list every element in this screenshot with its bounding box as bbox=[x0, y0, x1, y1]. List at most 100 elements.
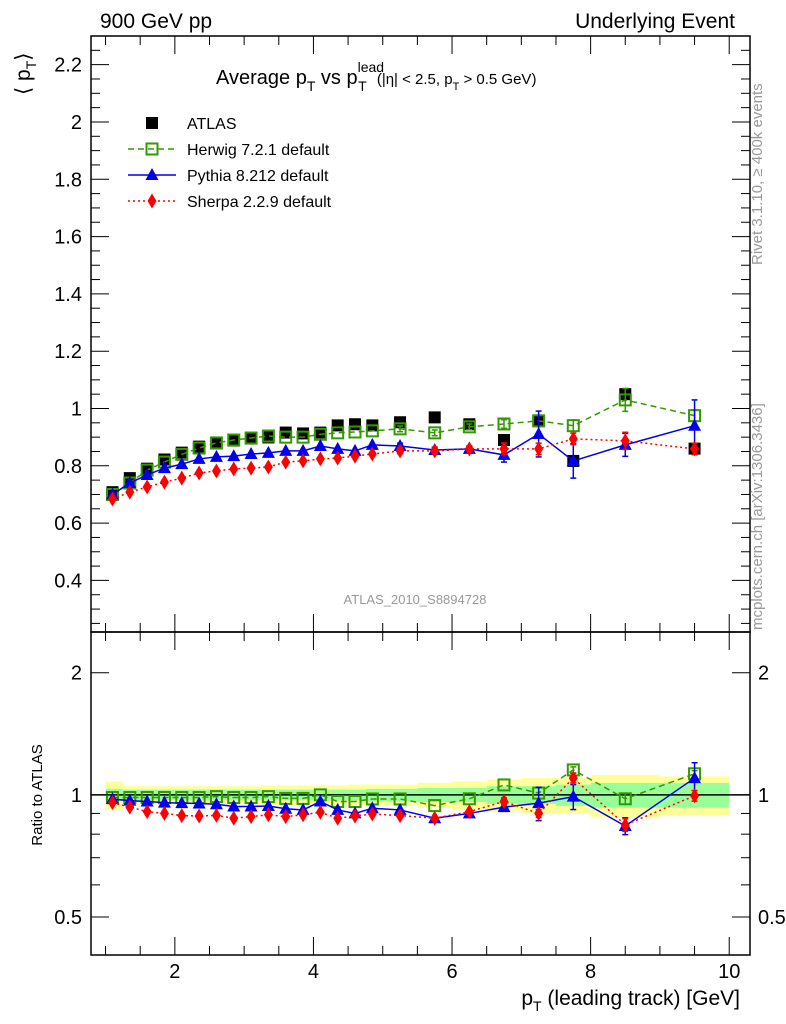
ratio-y-tick-label: 2 bbox=[71, 663, 82, 685]
y-tick-label: 2 bbox=[71, 112, 82, 134]
ratio-point-pythia bbox=[688, 771, 702, 784]
ratio-point-pythia bbox=[313, 794, 327, 807]
main-point-atlas bbox=[331, 419, 344, 432]
main-point-sherpa bbox=[159, 474, 169, 490]
axes: 0.4 0.6 0.8 1 1.2 1.4 1.6 1.8 2 2.2 0.5 0.5 1 1 2 2 2 4 6 8… bbox=[54, 35, 786, 983]
main-point-pythia bbox=[296, 443, 310, 456]
svg-text:⟨ pT⟩: ⟨ pT⟩ bbox=[12, 53, 39, 95]
svg-text:Ratio to ATLAS: Ratio to ATLAS bbox=[29, 744, 46, 845]
main-point-pythia bbox=[192, 451, 206, 464]
main-point-sherpa bbox=[367, 446, 377, 462]
main-point-herwig bbox=[462, 420, 476, 434]
main-point-pythia bbox=[209, 449, 223, 462]
legend-label: Sherpa 2.2.9 default bbox=[187, 194, 332, 211]
main-point-pythia bbox=[261, 445, 275, 458]
mcplots-label: mcplots.cern.ch [arXiv:1306.3436] bbox=[749, 403, 766, 630]
main-point-sherpa bbox=[298, 453, 308, 469]
main-point-sherpa bbox=[246, 460, 256, 476]
ratio-y-tick-label: 0.5 bbox=[54, 907, 82, 929]
main-point-pythia bbox=[365, 437, 379, 450]
main-point-sherpa bbox=[211, 463, 221, 479]
ratio-point-sherpa bbox=[263, 807, 273, 823]
analysis-watermark: ATLAS_2010_S8894728 bbox=[344, 592, 487, 607]
legend-item-atlas: ATLAS bbox=[146, 116, 237, 133]
main-point-sherpa bbox=[281, 454, 291, 470]
main-point-sherpa bbox=[464, 441, 474, 457]
ratio-point-pythia bbox=[157, 795, 171, 808]
legend: ATLAS Herwig 7.2.1 default Pythia 8.212 de… bbox=[128, 116, 332, 211]
legend-label: Pythia 8.212 default bbox=[187, 168, 329, 185]
y-tick-label: 1.4 bbox=[54, 284, 82, 306]
main-point-sherpa bbox=[125, 484, 135, 500]
y-tick-label: 1.8 bbox=[54, 169, 82, 191]
main-point-sherpa bbox=[142, 479, 152, 495]
x-tick-label: 6 bbox=[446, 961, 457, 983]
ratio-point-sherpa bbox=[464, 804, 474, 820]
main-point-pythia bbox=[279, 443, 293, 456]
y-tick-label: 0.8 bbox=[54, 456, 82, 478]
main-point-herwig bbox=[296, 430, 310, 444]
ratio-point-pythia bbox=[227, 799, 241, 812]
main-point-sherpa bbox=[395, 443, 405, 459]
main-series-sherpa bbox=[107, 431, 700, 507]
main-point-sherpa bbox=[107, 491, 117, 507]
main-point-herwig bbox=[393, 422, 407, 436]
main-point-pythia bbox=[244, 447, 258, 460]
y-tick-label: 1 bbox=[71, 399, 82, 421]
main-point-herwig bbox=[244, 431, 258, 445]
main-point-atlas bbox=[262, 431, 275, 444]
ratio-frame bbox=[90, 631, 751, 956]
main-point-herwig bbox=[331, 426, 345, 440]
ratio-point-sherpa bbox=[499, 794, 509, 810]
x-tick-label: 10 bbox=[718, 961, 740, 983]
ratio-y-tick-label-right: 0.5 bbox=[758, 907, 786, 929]
ratio-point-pythia bbox=[175, 796, 189, 809]
ratio-line-sherpa bbox=[112, 777, 695, 826]
legend-marker-sherpa bbox=[147, 193, 157, 209]
ratio-point-sherpa bbox=[568, 770, 578, 786]
ratio-point-pythia bbox=[331, 802, 345, 815]
ratio-point-pythia bbox=[261, 798, 275, 811]
y-tick-label: 1.6 bbox=[54, 227, 82, 249]
main-point-atlas bbox=[349, 418, 362, 431]
main-point-pythia bbox=[313, 439, 327, 452]
ratio-point-sherpa bbox=[142, 804, 152, 820]
ratio-point-pythia bbox=[192, 796, 206, 809]
main-point-sherpa bbox=[430, 443, 440, 459]
ratio-point-sherpa bbox=[620, 817, 630, 833]
main-point-pythia bbox=[140, 467, 154, 480]
y-tick-label: 2.2 bbox=[54, 55, 82, 77]
y-tick-label: 1.2 bbox=[54, 341, 82, 363]
y-axis-label: ⟨ pT⟩ bbox=[12, 53, 39, 95]
main-point-sherpa bbox=[350, 448, 360, 464]
x-tick-label: 4 bbox=[308, 961, 319, 983]
ratio-point-sherpa bbox=[281, 809, 291, 825]
svg-text:Rivet 3.1.10, ≥ 400k events: Rivet 3.1.10, ≥ 400k events bbox=[749, 83, 766, 265]
main-point-herwig bbox=[365, 424, 379, 438]
main-point-herwig bbox=[428, 426, 442, 440]
legend-item-herwig: Herwig 7.2.1 default bbox=[128, 142, 330, 159]
main-point-sherpa bbox=[194, 465, 204, 481]
main-point-pythia bbox=[688, 418, 702, 431]
ratio-point-sherpa bbox=[367, 806, 377, 822]
main-point-herwig bbox=[566, 419, 580, 433]
data-marks bbox=[105, 387, 702, 836]
ratio-point-sherpa bbox=[298, 807, 308, 823]
ratio-point-herwig bbox=[618, 792, 632, 806]
main-point-sherpa bbox=[315, 451, 325, 467]
main-point-herwig bbox=[261, 429, 275, 443]
atlas-uncertainty-bands bbox=[91, 774, 750, 818]
ratio-point-sherpa bbox=[690, 788, 700, 804]
y-tick-label: 0.6 bbox=[54, 513, 82, 535]
main-title: Average pT vs plead T (|η| < 2.5, pT > 0.… bbox=[216, 59, 536, 94]
main-point-sherpa bbox=[177, 470, 187, 486]
legend-label: Herwig 7.2.1 default bbox=[187, 142, 330, 159]
ratio-point-pythia bbox=[566, 789, 580, 802]
ratio-point-pythia bbox=[279, 801, 293, 814]
ratio-axis-label: Ratio to ATLAS bbox=[29, 744, 46, 845]
main-point-sherpa bbox=[333, 450, 343, 466]
main-point-pythia bbox=[157, 461, 171, 474]
ratio-point-herwig bbox=[497, 778, 511, 792]
ratio-point-sherpa bbox=[333, 810, 343, 826]
